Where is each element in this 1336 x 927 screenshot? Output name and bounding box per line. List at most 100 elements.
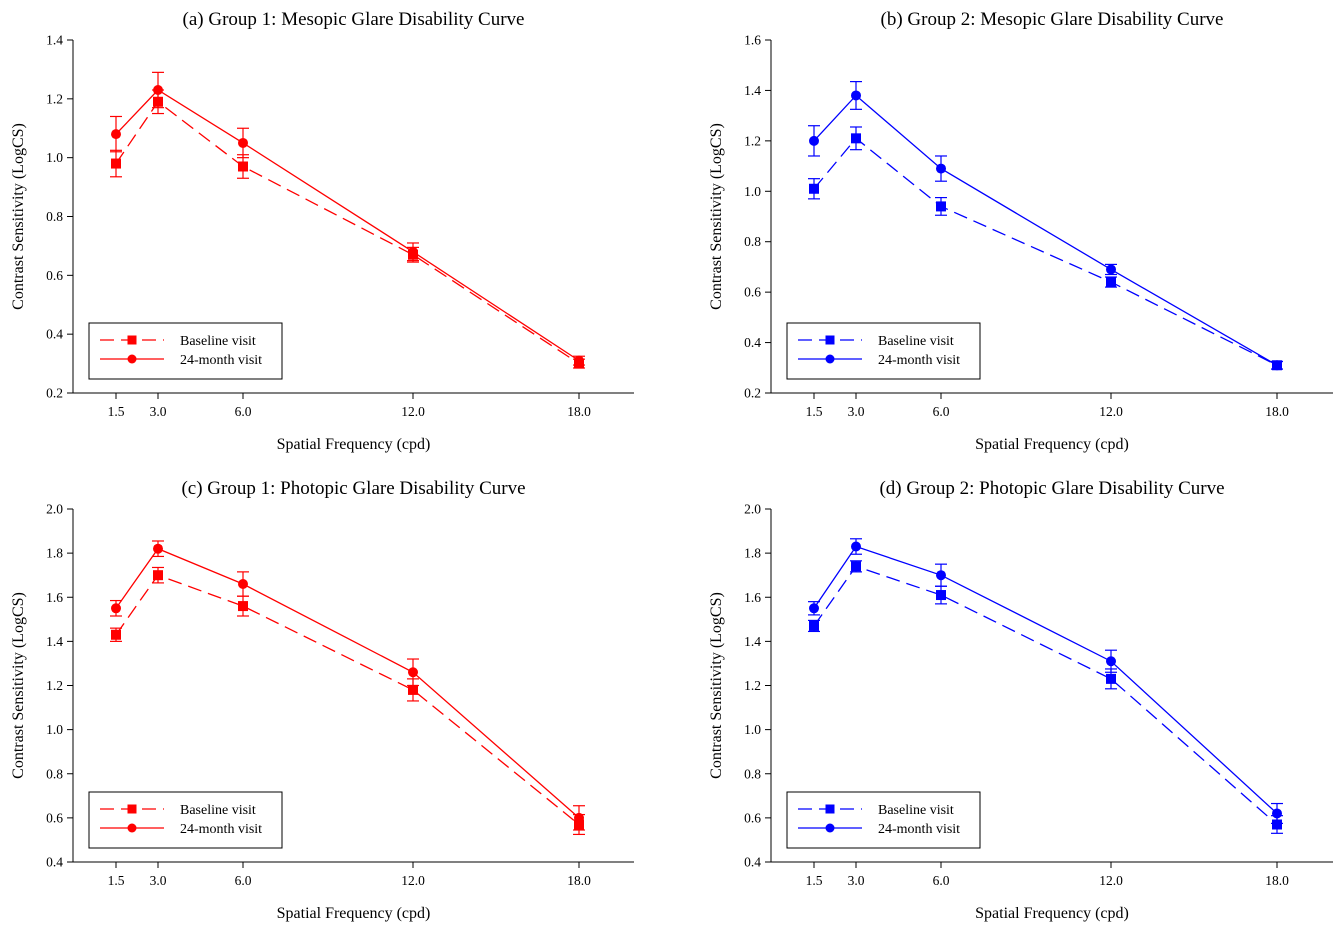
legend: Baseline visit 24-month visit — [88, 322, 283, 380]
data-point-circle — [574, 355, 584, 366]
data-point-circle — [111, 129, 121, 140]
y-tick-label: 0.6 — [46, 810, 63, 825]
x-tick-label: 12.0 — [401, 404, 425, 419]
y-tick-label: 1.4 — [744, 634, 761, 649]
x-tick-label: 1.5 — [806, 404, 823, 419]
x-tick-label: 18.0 — [567, 873, 591, 888]
y-tick-label: 1.6 — [744, 590, 761, 605]
legend: Baseline visit 24-month visit — [88, 791, 283, 849]
chart-panel-b: (b) Group 2: Mesopic Glare Disability Cu… — [708, 9, 1333, 453]
y-tick-label: 0.6 — [744, 810, 761, 825]
x-tick-label: 3.0 — [150, 873, 167, 888]
y-tick-label: 1.0 — [46, 722, 63, 737]
series-line — [813, 565, 1278, 825]
data-point-circle — [936, 163, 946, 174]
data-point-square — [238, 601, 248, 612]
data-point-circle — [574, 812, 584, 823]
legend-label: 24-month visit — [180, 353, 262, 368]
legend-marker-square — [825, 804, 835, 814]
data-point-square — [1272, 819, 1282, 830]
y-tick-label: 0.8 — [744, 234, 761, 249]
data-point-circle — [1106, 656, 1116, 667]
legend-marker-circle — [127, 354, 137, 364]
x-axis-label: Spatial Frequency (cpd) — [975, 436, 1129, 453]
legend-marker-circle — [825, 823, 835, 833]
y-tick-label: 1.6 — [46, 590, 63, 605]
data-point-circle — [153, 85, 163, 96]
y-axis-label: Contrast Sensitivity (LogCS) — [708, 592, 725, 779]
x-tick-label: 12.0 — [1099, 873, 1123, 888]
y-tick-label: 0.8 — [46, 766, 63, 781]
x-tick-label: 1.5 — [806, 873, 823, 888]
chart-panel-c: (c) Group 1: Photopic Glare Disability C… — [10, 478, 634, 922]
y-tick-label: 1.0 — [46, 150, 63, 165]
series-24-month — [808, 81, 1283, 371]
data-point-square — [809, 183, 819, 194]
data-point-circle — [809, 603, 819, 614]
data-point-square — [1106, 277, 1116, 288]
y-tick-label: 1.2 — [46, 91, 63, 106]
series-line — [813, 545, 1278, 814]
y-tick-label: 1.2 — [46, 678, 63, 693]
x-tick-label: 12.0 — [1099, 404, 1123, 419]
y-tick-label: 0.4 — [744, 335, 761, 350]
x-tick-label: 6.0 — [235, 404, 252, 419]
series-line — [115, 89, 580, 362]
y-tick-label: 1.6 — [744, 33, 761, 48]
series-line — [115, 547, 580, 819]
series-24-month — [110, 540, 585, 831]
legend-label: 24-month visit — [878, 353, 960, 368]
data-point-square — [111, 629, 121, 640]
y-tick-label: 0.6 — [744, 285, 761, 300]
y-tick-label: 0.6 — [46, 268, 63, 283]
legend-marker-square — [127, 335, 137, 345]
legend-marker-circle — [127, 823, 137, 833]
data-point-circle — [238, 579, 248, 590]
data-point-circle — [851, 541, 861, 552]
legend-marker-square — [825, 335, 835, 345]
series-24-month — [808, 538, 1283, 824]
legend: Baseline visit 24-month visit — [786, 322, 981, 380]
x-tick-label: 18.0 — [1265, 873, 1289, 888]
y-tick-label: 0.2 — [46, 386, 63, 401]
chart-title: (a) Group 1: Mesopic Glare Disability Cu… — [183, 9, 525, 30]
legend-label: Baseline visit — [180, 334, 256, 349]
y-tick-label: 0.4 — [744, 855, 761, 870]
legend: Baseline visit 24-month visit — [786, 791, 981, 849]
legend-label: Baseline visit — [180, 803, 256, 818]
x-tick-label: 3.0 — [848, 873, 865, 888]
x-tick-label: 18.0 — [1265, 404, 1289, 419]
legend-box — [88, 322, 283, 380]
data-point-square — [936, 590, 946, 601]
x-tick-label: 1.5 — [108, 873, 125, 888]
x-tick-label: 12.0 — [401, 873, 425, 888]
data-point-square — [153, 570, 163, 581]
y-tick-label: 1.4 — [46, 33, 63, 48]
data-point-square — [809, 620, 819, 631]
y-tick-label: 0.2 — [744, 386, 761, 401]
x-tick-label: 18.0 — [567, 404, 591, 419]
y-tick-label: 1.8 — [744, 546, 761, 561]
x-axis-label: Spatial Frequency (cpd) — [975, 905, 1129, 922]
legend-label: 24-month visit — [878, 822, 960, 837]
data-point-circle — [936, 570, 946, 581]
data-point-square — [1106, 673, 1116, 684]
chart-title: (d) Group 2: Photopic Glare Disability C… — [879, 478, 1224, 499]
x-tick-label: 6.0 — [235, 873, 252, 888]
data-point-square — [936, 201, 946, 212]
y-tick-label: 1.2 — [744, 133, 761, 148]
y-tick-label: 1.4 — [744, 83, 761, 98]
y-tick-label: 1.0 — [744, 722, 761, 737]
legend-label: Baseline visit — [878, 803, 954, 818]
data-point-circle — [1272, 360, 1282, 371]
x-tick-label: 6.0 — [933, 404, 950, 419]
data-point-circle — [111, 603, 121, 614]
y-tick-label: 1.8 — [46, 546, 63, 561]
data-point-circle — [408, 246, 418, 257]
data-point-circle — [851, 90, 861, 101]
x-axis-label: Spatial Frequency (cpd) — [277, 436, 431, 453]
y-tick-label: 0.8 — [46, 209, 63, 224]
data-point-square — [238, 161, 248, 172]
data-point-circle — [1272, 808, 1282, 819]
